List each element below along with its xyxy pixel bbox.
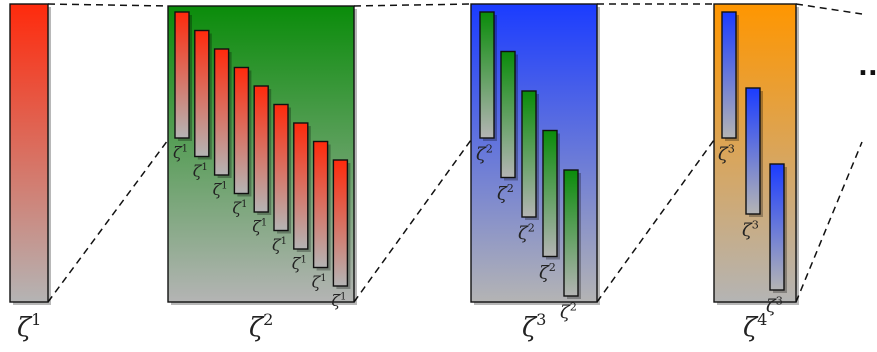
- level-2-child-1: [174, 11, 190, 139]
- connector-4-next-top: [795, 3, 863, 15]
- connector-3-4-bottom: [596, 139, 715, 303]
- connector-4-next-bottom: [795, 141, 863, 303]
- level-4-child-1-label: ζ3: [718, 142, 735, 165]
- connector-1-2-top: [47, 3, 169, 7]
- level-2-child-3-label: ζ1: [213, 180, 228, 199]
- dashed-connectors: [47, 3, 863, 303]
- level-2-child-5: [253, 85, 269, 213]
- connector-2-3-top: [353, 3, 472, 7]
- connector-1-2-bottom: [47, 139, 169, 303]
- level-3-child-4: [542, 129, 558, 258]
- level-4-child-3: [769, 163, 785, 291]
- level-2-child-5-label: ζ1: [252, 217, 267, 236]
- level-1-box: [9, 3, 49, 303]
- level-3-label: ζ3: [522, 310, 546, 343]
- level-boxes: [9, 3, 799, 305]
- level-3-child-4-label: ζ2: [539, 261, 556, 284]
- level-3-child-3-label: ζ2: [518, 221, 535, 244]
- level-3-child-1-label: ζ2: [476, 142, 493, 165]
- level-3-child-2: [500, 50, 516, 179]
- level-3-child-5: [563, 169, 579, 297]
- level-2-child-3: [213, 48, 230, 176]
- level-3-child-5-label: ζ2: [560, 300, 577, 323]
- level-2-child-6-label: ζ1: [272, 236, 287, 255]
- level-4-child-3-label: ζ3: [766, 294, 783, 317]
- level-2-child-9-label: ζ1: [331, 291, 346, 310]
- level-4-child-1: [721, 11, 737, 139]
- level-3-child-3: [521, 90, 537, 218]
- level-2-child-6: [273, 103, 289, 232]
- level-2-child-2-label: ζ1: [193, 162, 208, 181]
- level-4-child-2-label: ζ3: [742, 218, 759, 241]
- level-1-label: ζ1: [17, 310, 41, 343]
- level-2-child-9: [332, 159, 349, 287]
- connector-2-3-bottom: [353, 139, 472, 303]
- level-labels: ζ1 ζ2 ζ3 ζ4ζ1ζ1ζ1ζ1ζ1ζ1ζ1ζ1ζ1ζ2ζ2ζ2ζ2ζ2ζ3ζ3…: [17, 142, 783, 343]
- level-2-child-1-label: ζ1: [173, 143, 188, 162]
- level-2-child-4-label: ζ1: [232, 199, 247, 218]
- level-4-child-2: [745, 87, 761, 215]
- level-3-child-1: [479, 11, 495, 139]
- level-2-child-2: [194, 29, 210, 158]
- level-2-child-7-label: ζ1: [292, 254, 307, 273]
- level-3-child-2-label: ζ2: [497, 182, 514, 205]
- level-2-child-7: [293, 122, 309, 250]
- level-2-child-8: [312, 140, 329, 269]
- level-4-label: ζ4: [743, 310, 767, 343]
- level-2-child-4: [233, 66, 250, 195]
- continuation-ellipsis: ...: [858, 52, 877, 82]
- level-2-child-8-label: ζ1: [312, 273, 327, 292]
- level-2-label: ζ2: [249, 310, 273, 343]
